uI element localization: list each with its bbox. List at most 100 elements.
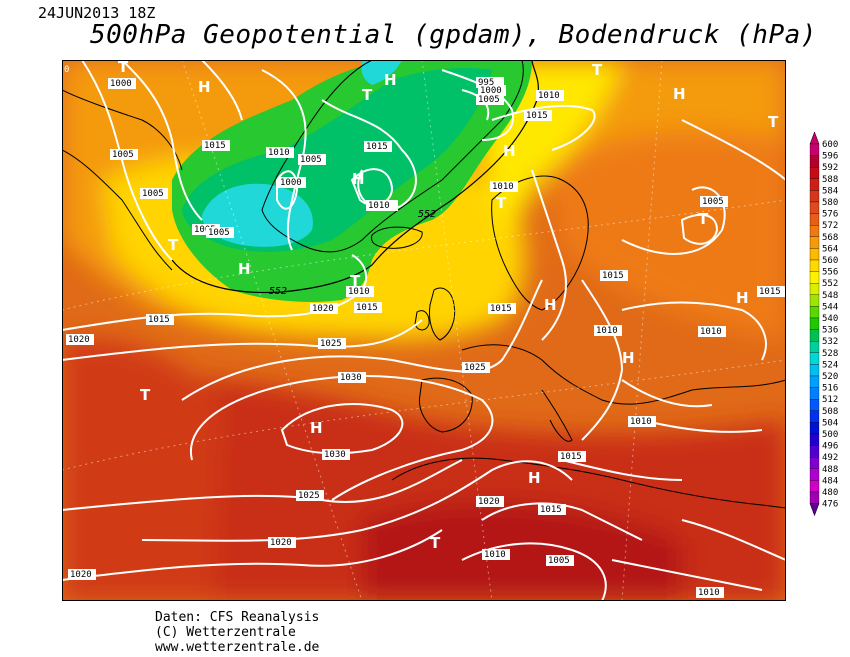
pressure-label: 1000	[108, 78, 136, 89]
low-marker: T	[168, 236, 179, 254]
pressure-label: 1010	[536, 90, 564, 101]
legend-label: 560	[822, 256, 838, 266]
height-label: 552	[418, 209, 436, 220]
low-marker: T	[118, 60, 129, 76]
isobar	[276, 170, 299, 210]
isobar	[621, 301, 767, 361]
svg-text:1000: 1000	[110, 79, 132, 89]
pressure-label: 1015	[538, 504, 566, 515]
pressure-label: 1005	[206, 227, 234, 238]
low-marker: T	[768, 113, 779, 131]
legend-label: 552	[822, 279, 838, 289]
legend-swatch	[809, 248, 820, 261]
legend-label: 580	[822, 198, 838, 208]
legend-label: 500	[822, 430, 838, 440]
isobar	[491, 104, 596, 151]
legend-label: 540	[822, 314, 838, 324]
field-southwest	[62, 338, 222, 601]
svg-text:1020: 1020	[312, 304, 334, 314]
legend-swatch	[809, 491, 820, 504]
pressure-label: 1010	[490, 181, 518, 192]
isobar	[201, 60, 243, 121]
isobar	[181, 279, 543, 401]
svg-text:1000: 1000	[280, 178, 302, 188]
pressure-label: 1015	[146, 314, 174, 325]
svg-text:1005: 1005	[194, 225, 216, 235]
legend-label: 524	[822, 360, 838, 370]
legend-label: 520	[822, 372, 838, 382]
legend-swatch	[809, 352, 820, 365]
pressure-label: 1025	[296, 490, 324, 501]
pressure-label: 1010	[346, 286, 374, 297]
svg-text:1010: 1010	[484, 550, 506, 560]
legend-swatch	[809, 201, 820, 214]
high-marker: H	[310, 419, 323, 437]
legend-label: 488	[822, 465, 838, 475]
pressure-label: 1010	[366, 200, 394, 211]
svg-text:1015: 1015	[602, 271, 624, 281]
pressure-label: 1020	[66, 334, 94, 345]
field-deep-south	[362, 502, 682, 601]
pressure-label: 1015	[600, 270, 628, 281]
scandinavia-coast	[491, 175, 589, 311]
svg-text:1025: 1025	[298, 491, 320, 501]
legend-label: 584	[822, 186, 838, 196]
legend-label: 508	[822, 407, 838, 417]
legend-label: 504	[822, 418, 838, 428]
grid-line	[621, 60, 663, 601]
low-marker: T	[350, 272, 361, 290]
svg-text:1030: 1030	[340, 373, 362, 383]
high-marker: H	[503, 142, 516, 160]
pressure-label: 1000	[478, 85, 506, 96]
legend-label: 516	[822, 384, 838, 394]
high-marker: H	[673, 85, 686, 103]
legend-swatch	[809, 399, 820, 411]
legend-label: 480	[822, 488, 838, 498]
isobar	[621, 379, 713, 408]
legend-label: 572	[822, 221, 838, 231]
svg-text:1025: 1025	[464, 363, 486, 373]
pressure-label: 1010	[698, 326, 726, 337]
pressure-label: 1005	[140, 188, 168, 199]
pressure-label: 1015	[354, 302, 382, 313]
isobar	[62, 254, 368, 331]
svg-text:1025: 1025	[320, 339, 342, 349]
legend-label: 600	[822, 140, 838, 150]
high-marker: H	[352, 170, 365, 188]
pressure-label: 1000	[278, 177, 306, 188]
svg-text:1010: 1010	[268, 148, 290, 158]
svg-text:1005: 1005	[142, 189, 164, 199]
legend-label: 556	[822, 268, 838, 278]
legend-swatch	[809, 341, 820, 353]
isobar	[621, 186, 726, 255]
europe-coast	[461, 344, 786, 405]
legend-swatch	[809, 422, 820, 435]
credit-url: www.wetterzentrale.de	[155, 640, 320, 655]
pressure-label: 1005	[110, 149, 138, 160]
svg-text:1000: 1000	[480, 86, 502, 96]
legend-arrow-up	[809, 131, 820, 145]
isobar	[441, 69, 514, 141]
legend-label: 528	[822, 349, 838, 359]
legend-swatch	[809, 387, 820, 400]
svg-text:1015: 1015	[148, 315, 170, 325]
legend-label: 512	[822, 395, 838, 405]
high-marker: H	[544, 296, 557, 314]
height-label-group: 552 552	[269, 209, 436, 297]
pressure-label: 1015	[202, 140, 230, 151]
legend-label: 484	[822, 476, 838, 486]
legend-label: 592	[822, 163, 838, 173]
svg-text:1010: 1010	[368, 201, 390, 211]
svg-text:1015: 1015	[526, 111, 548, 121]
corner-label: 0	[64, 65, 69, 75]
pressure-label: 1020	[68, 569, 96, 580]
legend-swatch	[809, 317, 820, 330]
legend-swatch	[809, 213, 820, 226]
grid-line	[62, 359, 786, 471]
legend-label: 492	[822, 453, 838, 463]
legend-swatch	[809, 190, 820, 203]
isobar	[481, 502, 643, 541]
legend-label: 564	[822, 244, 838, 254]
britain-coast	[429, 287, 456, 341]
pressure-label: 1010	[696, 587, 724, 598]
